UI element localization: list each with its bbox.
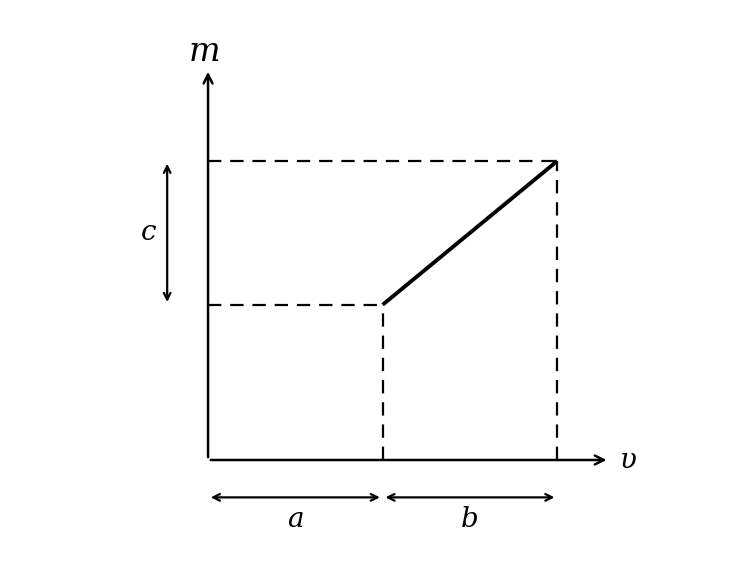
Text: m: m [189,36,220,68]
Text: υ: υ [620,447,636,473]
Text: c: c [141,220,156,246]
Text: a: a [287,506,304,532]
Text: b: b [461,506,478,532]
